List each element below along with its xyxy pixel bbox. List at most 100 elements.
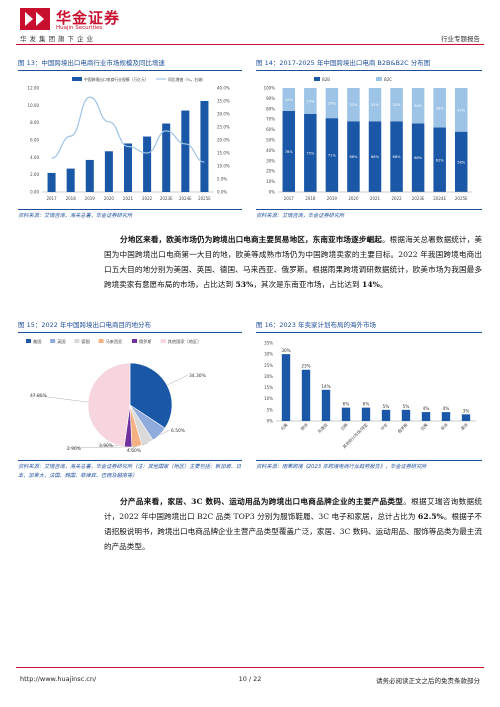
fig14-legend-label-0: B2B <box>322 77 330 82</box>
fig15-legend-swatch-2 <box>74 339 80 343</box>
fig16-value-label: 3% <box>463 408 470 413</box>
fig13-ytick-1: 2.00 <box>30 172 39 177</box>
fig14-bar-b2b <box>347 121 360 192</box>
fig16-value-label: 6% <box>363 402 370 407</box>
fig15-legend-swatch-3 <box>98 339 104 343</box>
fig13-bar <box>143 136 152 192</box>
fig16-bar <box>421 412 431 421</box>
fig16-bottom-rule <box>256 460 482 461</box>
fig14-bar-b2c <box>454 88 468 132</box>
fig16-bar <box>401 409 411 421</box>
fig13-growth-line <box>51 96 205 163</box>
fig14-label-b2b: 66% <box>414 156 423 160</box>
fig16-bar <box>441 412 451 421</box>
fig13-ytick-2: 4.00 <box>30 155 39 160</box>
fig15-leader-1 <box>159 429 171 435</box>
fig15-label-1: 6.50% <box>171 428 185 434</box>
fig16-xtick-2: 东南亚 <box>316 421 329 434</box>
paragraph-products-text: 。根据艾瑞咨询数据统计，2022 年中国跨境出口 B2C 品类 TOP3 分别为… <box>104 497 482 521</box>
fig15-bottom-rule <box>18 460 242 461</box>
fig14-bar-b2c <box>390 88 403 122</box>
fig16-chart: 0% 5% 10% 15% 20% 25% 30% 35% 30% 北美 23% 欧洲 14% 东南亚 6%… <box>264 341 476 449</box>
fig15-label-0: 34.30% <box>189 373 206 379</box>
report-type: 行业专题报告 <box>441 35 480 43</box>
fig14-label-b2c: 32% <box>349 103 358 107</box>
fig14-ytick-7: 70% <box>266 117 275 122</box>
fig13-legend-swatch-0 <box>72 77 82 81</box>
fig13-y2tick-8: 40.0% <box>217 86 230 91</box>
fig14-bar-b2b <box>454 131 468 192</box>
fig14-ytick-8: 80% <box>266 106 275 111</box>
fig13-bottom-rule <box>18 209 242 210</box>
fig13-bar <box>200 101 209 192</box>
fig14-bar-b2b <box>390 121 403 192</box>
brand-name-en: Huajin Securities <box>56 25 103 31</box>
fig14-bar-b2b <box>325 118 339 192</box>
fig15-legend-label-4: 俄罗斯 <box>139 338 152 345</box>
fig14-legend-swatch-0 <box>314 77 320 81</box>
paragraph-regions-text: 。根据海关总署数据统计，美国为中国跨境出口电商第一大目的地，欧美等成熟市场仍为中… <box>104 235 482 289</box>
fig13-bar <box>104 151 113 192</box>
fig14-label-b2c: 42% <box>457 108 466 112</box>
fig13-xtick-6: 2023E <box>160 196 173 201</box>
paragraph-products-text2: 。根据子不语招股说明书，跨境出口电商品牌企业主营产品类型覆盖广泛，家居、3C 数… <box>104 512 482 551</box>
fig13-ytick-4: 8.00 <box>30 120 39 125</box>
fig13-ytick-0: 0.00 <box>30 190 39 195</box>
fig13-y2tick-1: 5.0% <box>217 177 227 182</box>
fig13-xtick-5: 2022 <box>142 196 153 201</box>
fig16-ytick-7: 35% <box>264 341 273 346</box>
fig14-bar-b2c <box>368 88 382 122</box>
fig13-title: 图 13：中国跨境出口电商行业市场规模及同比增速 <box>18 59 165 67</box>
fig15-label-3: 3.90% <box>99 443 113 449</box>
fig15-label-2: 4.60% <box>127 448 141 454</box>
fig14-xtick-3: 2020 <box>348 196 359 201</box>
fig15-legend-swatch-4 <box>132 339 137 343</box>
fig13-y2tick-0: 0.0% <box>217 190 227 195</box>
fig13-xtick-4: 2021 <box>123 196 134 201</box>
fig14-bar-b2b <box>368 121 382 192</box>
fig14-bar-b2c <box>433 88 446 128</box>
fig16-value-label: 5% <box>403 404 410 409</box>
fig14-ytick-2: 20% <box>266 169 275 174</box>
fig16-value-label: 5% <box>383 404 390 409</box>
fig14-ytick-10: 100% <box>264 86 276 91</box>
fig14-label-b2c: 25% <box>306 100 315 104</box>
fig14-ytick-5: 50% <box>266 138 275 143</box>
fig16-value-label: 6% <box>343 402 350 407</box>
fig14-xtick-8: 2025E <box>455 196 468 201</box>
fig15-leader-5 <box>31 394 89 403</box>
fig15-legend-swatch-1 <box>50 339 56 343</box>
fig15-leader-0 <box>166 374 189 386</box>
fig16-value-label: 4% <box>443 406 450 411</box>
fig15-legend-label-0: 美国 <box>33 338 41 345</box>
fig15-legend-label-2: 德国 <box>81 338 89 345</box>
fig13-xtick-2: 2019 <box>85 196 96 201</box>
paragraph-products-num1: 62.5% <box>418 512 444 521</box>
fig15-legend-swatch-0 <box>26 339 31 343</box>
fig13-bar <box>47 172 56 192</box>
fig14-xtick-1: 2018 <box>305 196 316 201</box>
paragraph-products: 分产品来看，家居、3C 数码、运动用品为跨境出口电商品牌企业的主要产品类型。根据… <box>104 494 482 554</box>
fig16-xtick-6: 俄罗斯 <box>396 421 409 434</box>
paragraph-regions-lead: 分地区来看，欧美市场仍为跨境出口电商主要贸易地区，东南亚市场逐步崛起 <box>120 235 382 244</box>
fig13-legend-label-1: 同比增速（%，右轴） <box>168 77 206 82</box>
fig15-slice-5 <box>87 362 131 447</box>
fig16-value-label: 14% <box>321 384 330 389</box>
footer-url[interactable]: http://www.huajinsc.cn/ <box>20 675 97 683</box>
fig16-ytick-1: 5% <box>267 407 274 412</box>
fig16-xtick-8: 非洲 <box>439 421 449 431</box>
fig16-bar <box>321 389 331 421</box>
fig15-label-4: 2.90% <box>67 446 81 452</box>
paragraph-products-lead: 分产品来看，家居、3C 数码、运动用品为跨境出口电商品牌企业的主要产品类型 <box>120 497 404 506</box>
fig13-bar <box>123 143 133 192</box>
fig13-bar <box>162 123 171 192</box>
fig16-title: 图 16：2023 年卖家计划布局的海外市场 <box>256 321 376 329</box>
fig14-ytick-6: 60% <box>266 127 275 132</box>
fig13-y2tick-5: 25.0% <box>217 125 230 130</box>
fig15-legend-swatch-5 <box>160 339 166 343</box>
fig14-bar-b2c <box>304 88 317 114</box>
fig16-ytick-4: 20% <box>264 374 273 379</box>
fig16-xtick-0: 北美 <box>279 421 289 431</box>
fig13-bar <box>181 110 190 192</box>
fig16-xtick-7: 拉美 <box>419 421 429 431</box>
